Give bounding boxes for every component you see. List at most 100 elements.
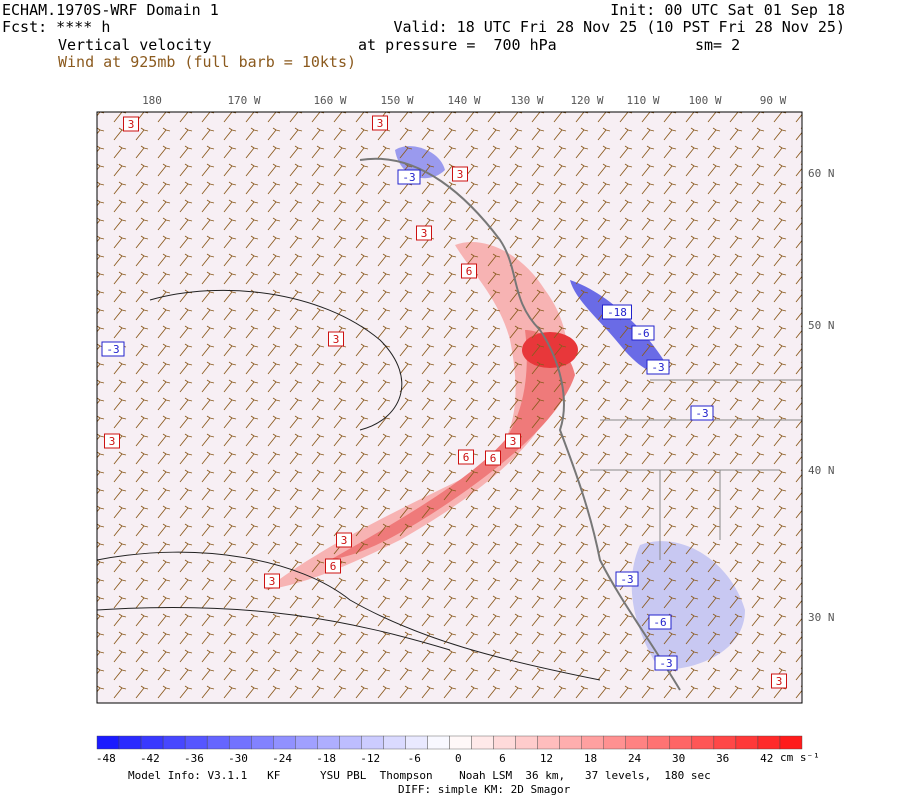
colorbar-box [228,735,252,750]
colorbar-label: 24 [628,752,642,765]
colorbar-label: 0 [455,752,462,765]
colorbar-box [339,735,362,750]
contour-label-box [372,115,388,131]
colorbar-label: -48 [96,752,116,765]
diffusion-info: DIFF: simple KM: 2D Smagor [398,783,571,796]
contour-label-box [654,655,678,671]
colorbar-box [295,735,318,750]
contour-label-box [461,263,477,279]
field-name: Vertical velocity [58,36,212,54]
contour-label: -3 [659,657,672,670]
colorbar-box [603,735,626,750]
contour-label-box [104,433,120,449]
contour-label: -3 [620,573,633,586]
colorbar-label: -18 [316,752,336,765]
colorbar-label: -36 [184,752,204,765]
valid-time: Valid: 18 UTC Fri 28 Nov 25 (10 PST Fri … [393,18,845,36]
latitude-labels: 60 N 50 N 40 N 30 N [808,167,835,624]
init-time: Init: 00 UTC Sat 01 Sep 18 [610,1,845,19]
coastline [359,157,681,691]
colorbar-box [184,735,208,750]
borders [590,379,802,560]
contour-label-box [485,450,501,466]
latitude-label: 50 N [808,319,835,332]
contour-lines [97,289,601,681]
model-title: ECHAM.1970S-WRF Domain 1 [2,1,219,19]
latitude-label: 30 N [808,611,835,624]
colorbar-box [493,735,516,750]
colorbar-label: -42 [140,752,160,765]
colorbar-label: -30 [228,752,248,765]
colorbar-box [317,735,340,750]
contour-label-box [336,532,352,548]
colorbar-box [647,735,671,750]
contour-label: 3 [510,435,517,448]
contour-label: 3 [128,118,135,131]
longitude-label: 180 [142,94,162,107]
contour-label-box [101,341,125,357]
colorbar-box [581,735,604,750]
colorbar-box [383,735,406,750]
longitude-label: 170 W [227,94,260,107]
smoothing: sm= 2 [695,36,740,54]
contour-label: -3 [106,343,119,356]
colorbar-label: -6 [408,752,421,765]
longitude-label: 140 W [447,94,480,107]
longitude-label: 120 W [570,94,603,107]
contour-label: 6 [466,265,473,278]
contour-label: 6 [463,451,470,464]
colorbar-box [713,735,737,750]
longitude-label: 90 W [760,94,787,107]
colorbar-box [449,735,472,750]
colorbar-box [559,735,582,750]
longitude-label: 130 W [510,94,543,107]
longitude-label: 150 W [380,94,413,107]
colorbar-box [537,735,560,750]
colorbar-box [669,735,693,750]
colorbar-box [735,735,759,750]
contour-label: 3 [333,333,340,346]
colorbar-label: 6 [499,752,506,765]
colorbar-box [691,735,715,750]
contour-label-box [328,331,344,347]
longitude-labels: 180 170 W 160 W 150 W 140 W 130 W 120 W 110 W 10… [142,94,787,107]
contour-label-box [615,571,639,587]
contour-label-box [458,449,474,465]
wind-legend: Wind at 925mb (full barb = 10kts) [58,53,356,71]
colorbar-box [779,735,803,750]
contour-label: -18 [607,306,627,319]
longitude-label: 110 W [626,94,659,107]
contour-label-box [264,573,280,589]
contour-label: 3 [109,435,116,448]
colorbar-box [405,735,428,750]
latitude-label: 60 N [808,167,835,180]
colorbar-box [361,735,384,750]
contour-label-box [631,325,655,341]
contour-label: 3 [776,675,783,688]
colorbar-box [251,735,274,750]
contour-label-box [123,116,139,132]
contour-label-box [646,359,670,375]
colorbar-box [206,735,230,750]
contour-label: 6 [330,560,337,573]
contour-label: 3 [269,575,276,588]
contour-label-box [690,405,714,421]
colorbar-label: 36 [716,752,729,765]
contour-label: -6 [653,616,666,629]
contour-label-box [505,433,521,449]
contour-label-box [416,225,432,241]
colorbar-box [625,735,648,750]
colorbar-box [118,735,142,750]
contour-label-box [771,673,787,689]
latitude-label: 40 N [808,464,835,477]
contour-label-box [648,614,672,630]
pressure-level: at pressure = 700 hPa [358,36,557,54]
colorbar-box [757,735,781,750]
contour-label: 3 [457,168,464,181]
model-info: Model Info: V3.1.1 KF YSU PBL Thompson N… [128,769,711,782]
colorbar-label: 42 [760,752,773,765]
